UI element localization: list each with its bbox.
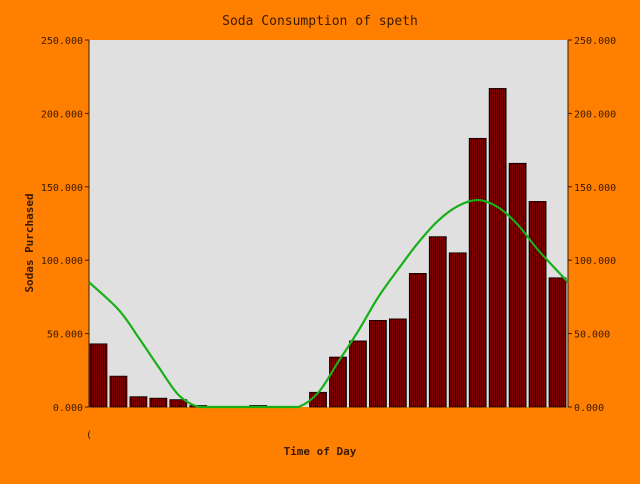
- bar: [169, 399, 188, 408]
- y-tick-label-right: 0.000: [574, 403, 604, 414]
- x-axis-label: Time of Day: [284, 445, 357, 458]
- bar: [349, 340, 367, 408]
- y-tick-label-left: 50.000: [47, 330, 83, 341]
- plot-area: [89, 40, 568, 407]
- bar: [388, 318, 407, 408]
- y-tick-label-left: 150.000: [41, 183, 83, 194]
- bar: [468, 137, 487, 408]
- y-tick-label-right: 50.000: [574, 330, 610, 341]
- bar-series: [89, 88, 567, 408]
- y-tick-label-left: 200.000: [41, 109, 83, 120]
- y-tick-label-right: 150.000: [574, 183, 616, 194]
- bar: [129, 396, 148, 408]
- y-axis-label: Sodas Purchased: [23, 193, 36, 292]
- trend-line: [88, 198, 569, 409]
- bar: [528, 201, 547, 408]
- y-tick-label-right: 200.000: [574, 109, 616, 120]
- bar: [428, 236, 447, 408]
- bar: [488, 88, 507, 408]
- bar: [89, 343, 108, 408]
- bar: [329, 356, 347, 408]
- y-tick-label-left: 100.000: [41, 256, 83, 267]
- bar: [448, 252, 467, 408]
- chart-title: Soda Consumption of speth: [222, 14, 418, 29]
- y-tick-label-left: 250.000: [41, 36, 83, 47]
- y-axis-left: 0.000 50.000 100.000 150.000 200.000 250.000: [41, 36, 90, 414]
- trend-line-group: [88, 198, 569, 409]
- bar: [149, 397, 168, 408]
- bar: [109, 375, 128, 408]
- bar: [408, 273, 427, 408]
- y-axis-right: 0.000 50.000 100.000 150.000 200.000 250.000: [567, 36, 616, 414]
- y-tick-label-left: 0.000: [53, 403, 83, 414]
- y-tick-label-right: 100.000: [574, 256, 616, 267]
- x-tick-label: (: [86, 430, 92, 441]
- bar: [508, 162, 527, 408]
- bar: [548, 277, 567, 408]
- bar: [369, 319, 387, 408]
- y-tick-label-right: 250.000: [574, 36, 616, 47]
